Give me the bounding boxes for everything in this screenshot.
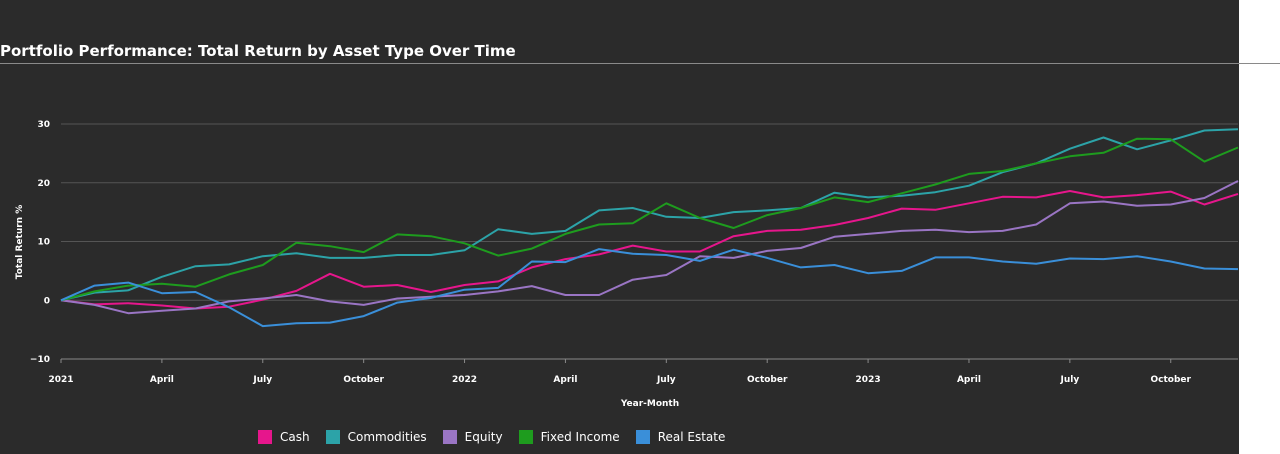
legend-swatch (518, 430, 533, 444)
legend-swatch (325, 430, 340, 444)
legend-swatch (442, 430, 457, 444)
y-axis-label: Total Return % (15, 205, 25, 279)
legend-item-equity[interactable]: Equity (442, 430, 503, 444)
series-line-equity (60, 180, 1239, 315)
legend-swatch (635, 430, 650, 444)
legend-item-real-estate[interactable]: Real Estate (635, 430, 726, 444)
legend: Cash Commodities Equity Fixed Income Real Es… (258, 430, 741, 444)
legend-label: Fixed Income (540, 430, 620, 444)
chart-title: Portfolio Performance: Total Return by A… (0, 42, 516, 60)
legend-label: Cash (280, 430, 310, 444)
x-tick-label: April (553, 375, 577, 385)
x-tick-label: July (656, 375, 676, 385)
y-axis: −10 0 10 20 30 (30, 120, 50, 365)
x-tick-label: October (1151, 375, 1192, 385)
x-tick-label: 2022 (452, 375, 477, 385)
series-lines (60, 128, 1239, 328)
series-line-commodities (60, 128, 1239, 302)
x-tick-label: 2023 (856, 375, 881, 385)
gridlines (61, 123, 1238, 360)
legend-item-commodities[interactable]: Commodities (325, 430, 427, 444)
y-tick-label: 30 (37, 120, 50, 130)
x-tick-label: July (252, 375, 272, 385)
chart-panel (0, 0, 1239, 454)
x-tick-label: April (957, 375, 981, 385)
x-axis: 2021 April July October 2022 April July October… (48, 359, 1192, 385)
x-tick-label: October (747, 375, 788, 385)
y-tick-label: 10 (37, 238, 50, 248)
x-tick-label: October (343, 375, 384, 385)
series-line-fixed-income (60, 137, 1239, 302)
y-tick-label: 20 (37, 179, 50, 189)
legend-item-fixed-income[interactable]: Fixed Income (518, 430, 620, 444)
title-divider (0, 63, 1280, 64)
x-tick-label: July (1059, 375, 1079, 385)
legend-label: Real Estate (657, 430, 726, 444)
y-tick-label: 0 (44, 296, 50, 306)
legend-swatch (258, 430, 272, 444)
legend-label: Commodities (347, 430, 427, 444)
x-tick-label: April (150, 375, 174, 385)
x-tick-label: 2021 (48, 375, 73, 385)
series-line-cash (60, 190, 1239, 310)
series-line-real-estate (60, 248, 1239, 328)
legend-label: Equity (464, 430, 503, 444)
x-axis-label: Year-Month (620, 399, 679, 409)
y-tick-label: −10 (30, 355, 50, 365)
legend-item-cash[interactable]: Cash (258, 430, 310, 444)
